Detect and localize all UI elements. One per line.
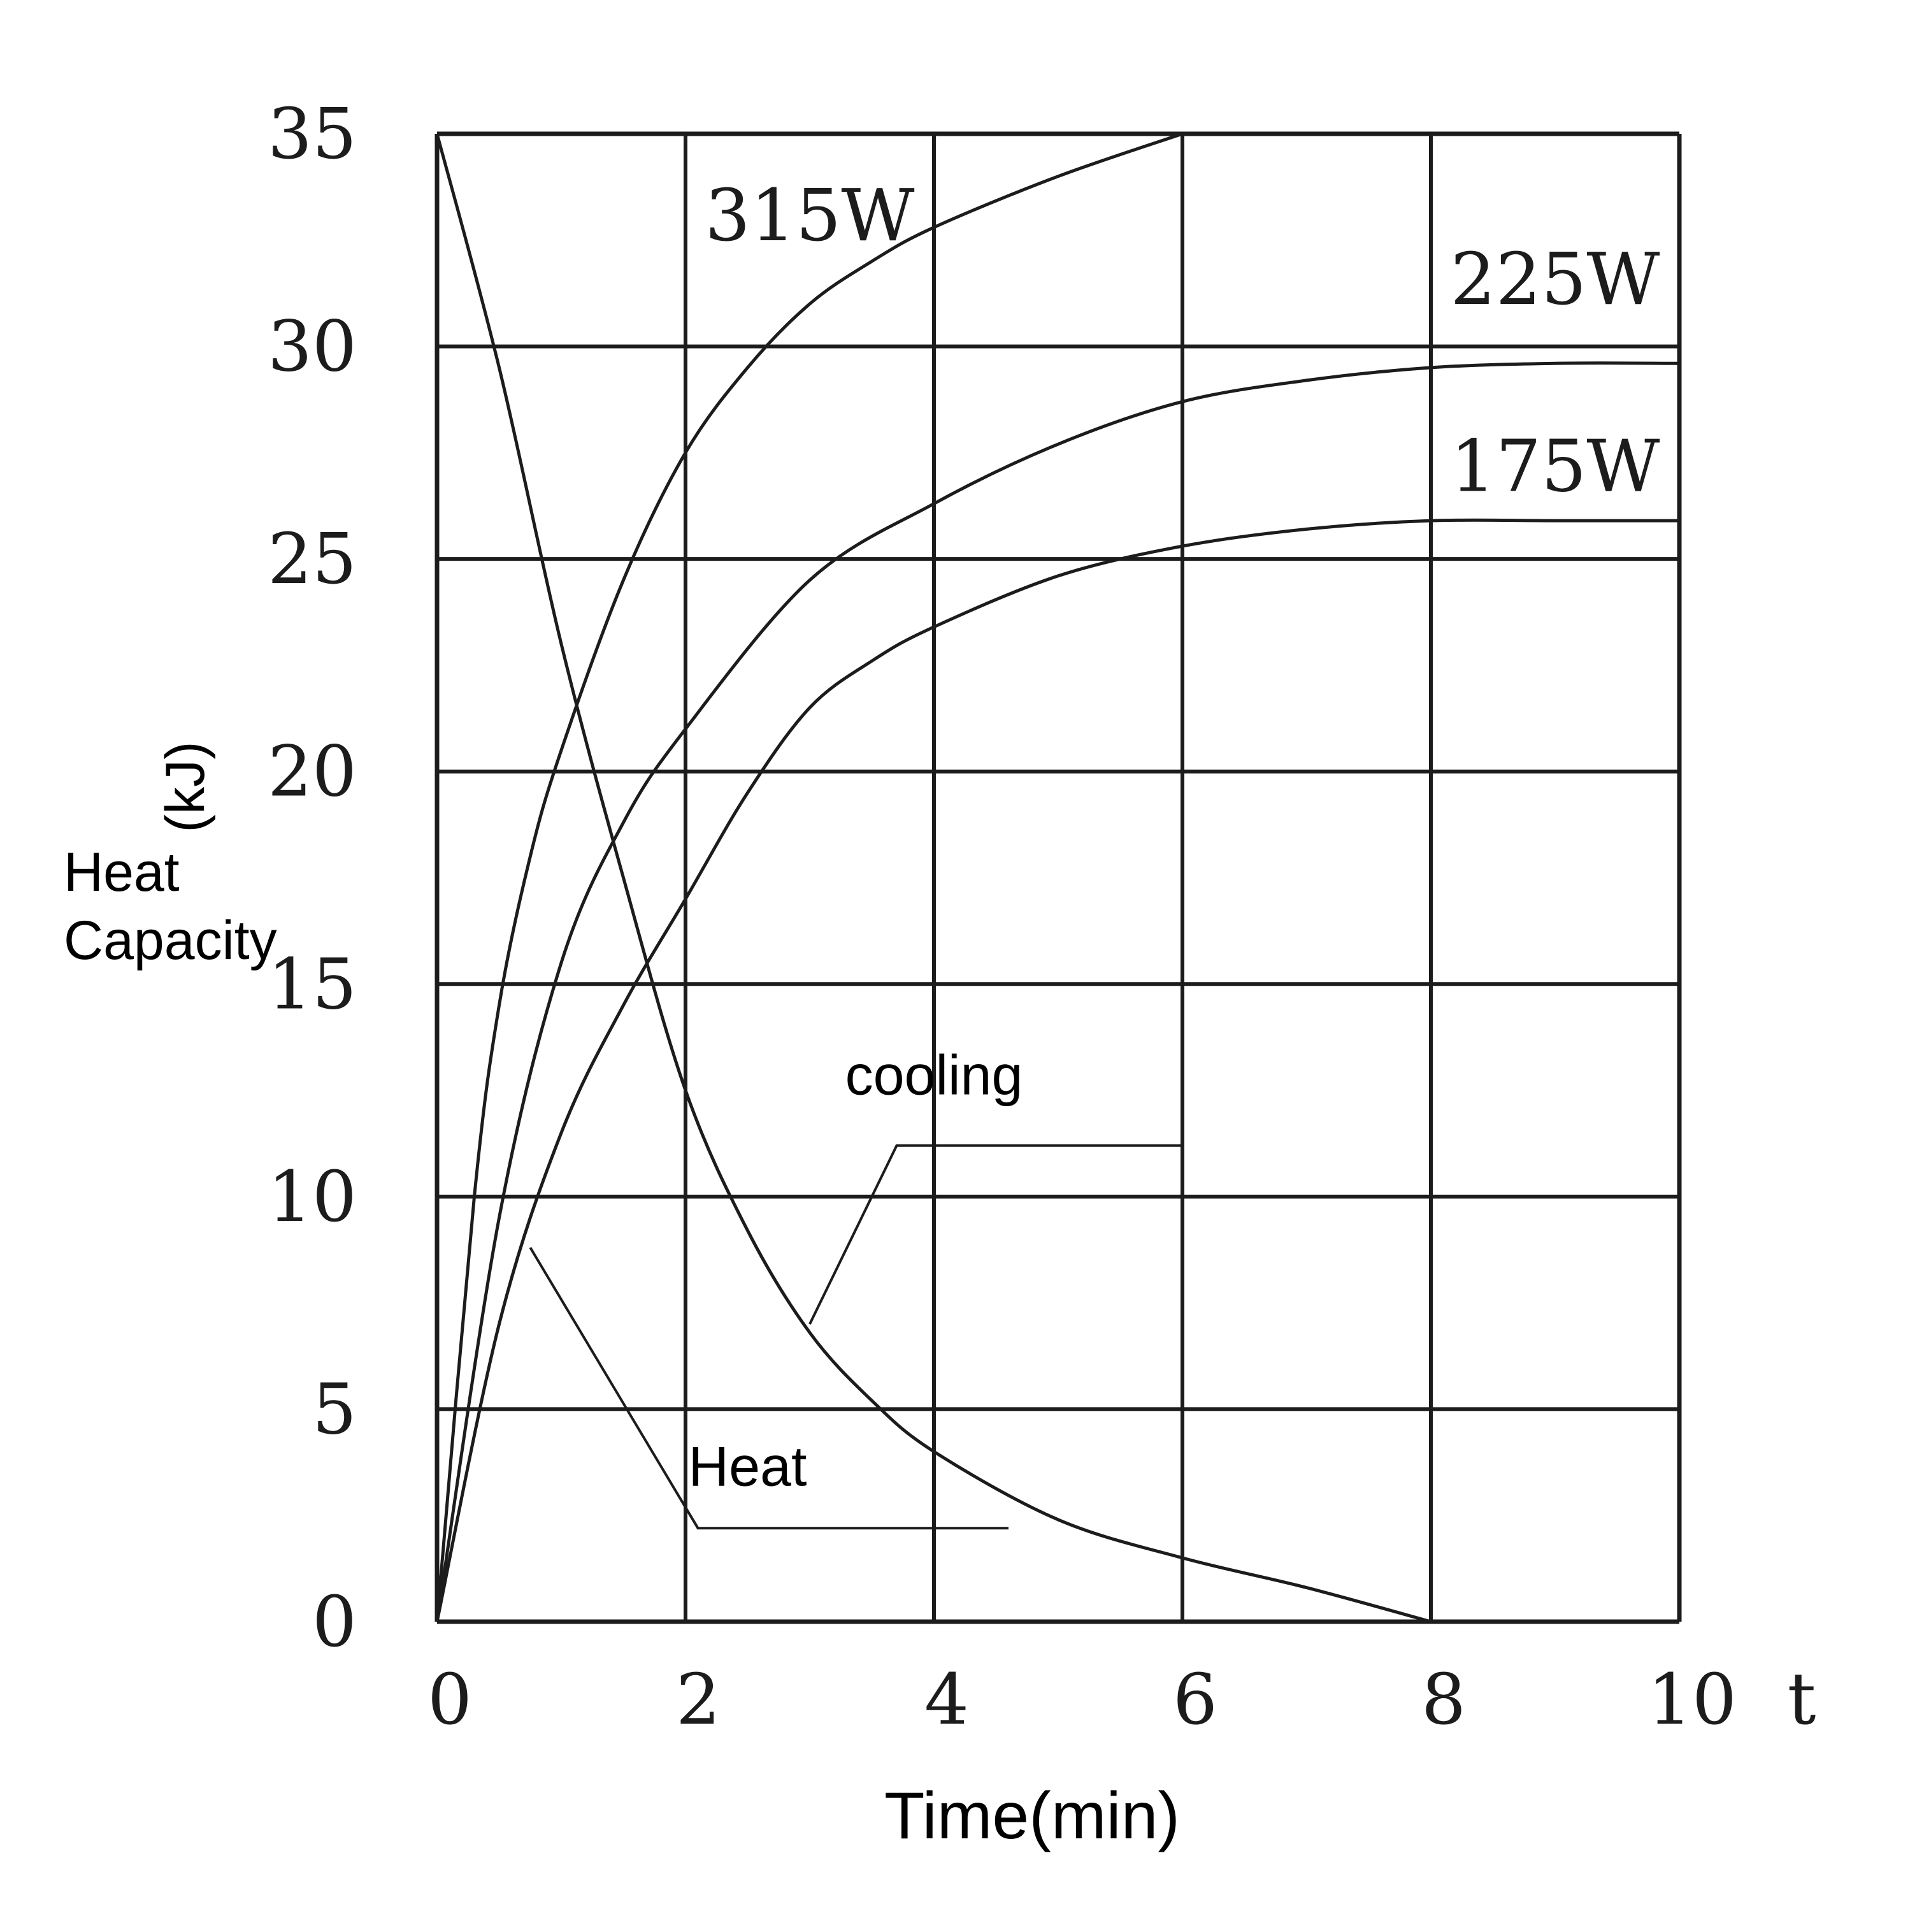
annotation-175w: 175W: [1451, 425, 1660, 508]
x-axis-title: Time(min): [884, 1779, 1180, 1853]
series-line-cooling: [435, 133, 1432, 1624]
x-tick-label-2: 2: [676, 1659, 721, 1740]
y-axis-title-line-2: Capacity: [64, 910, 277, 971]
x-tick-label-4: 4: [924, 1659, 969, 1740]
leader-line-cooling: [808, 1144, 1182, 1325]
grid: [434, 131, 1682, 1624]
series-line-175w: [435, 518, 1679, 1622]
y-tick-label-35: 35: [268, 93, 357, 175]
y-tick-label-0: 0: [312, 1581, 357, 1662]
y-axis-unit: (kJ): [155, 741, 216, 832]
y-tick-label-15: 15: [268, 943, 357, 1025]
leader-line-heat: [529, 1246, 1009, 1530]
x-tick-label-8: 8: [1421, 1659, 1466, 1740]
y-tick-label-5: 5: [312, 1368, 357, 1450]
annotation-225w: 225W: [1451, 238, 1660, 321]
series-line-225w: [435, 361, 1680, 1622]
annotations: 315W 225W 175W cooling Heat: [689, 175, 1660, 1498]
x-tick-label-6: 6: [1173, 1659, 1217, 1740]
series-lines: [435, 132, 1680, 1624]
y-tick-label-20: 20: [268, 731, 357, 812]
annotation-315w: 315W: [705, 175, 915, 257]
x-tick-label-0: 0: [427, 1659, 472, 1740]
y-tick-label-10: 10: [268, 1156, 357, 1237]
series-line-315w: [435, 132, 1183, 1622]
annotation-heat: Heat: [689, 1435, 807, 1498]
tick-labels: 0 5 10 15 20 25 30 35 0 2 4 6 8 10: [268, 93, 1737, 1740]
x-tick-label-10: 10: [1647, 1659, 1737, 1740]
y-axis-title-line-1: Heat: [64, 842, 180, 903]
y-tick-label-25: 25: [268, 518, 357, 600]
y-tick-label-30: 30: [268, 306, 357, 387]
x-axis-variable: t: [1787, 1658, 1816, 1741]
annotation-leaders: [529, 1144, 1182, 1530]
annotation-cooling: cooling: [845, 1044, 1023, 1107]
